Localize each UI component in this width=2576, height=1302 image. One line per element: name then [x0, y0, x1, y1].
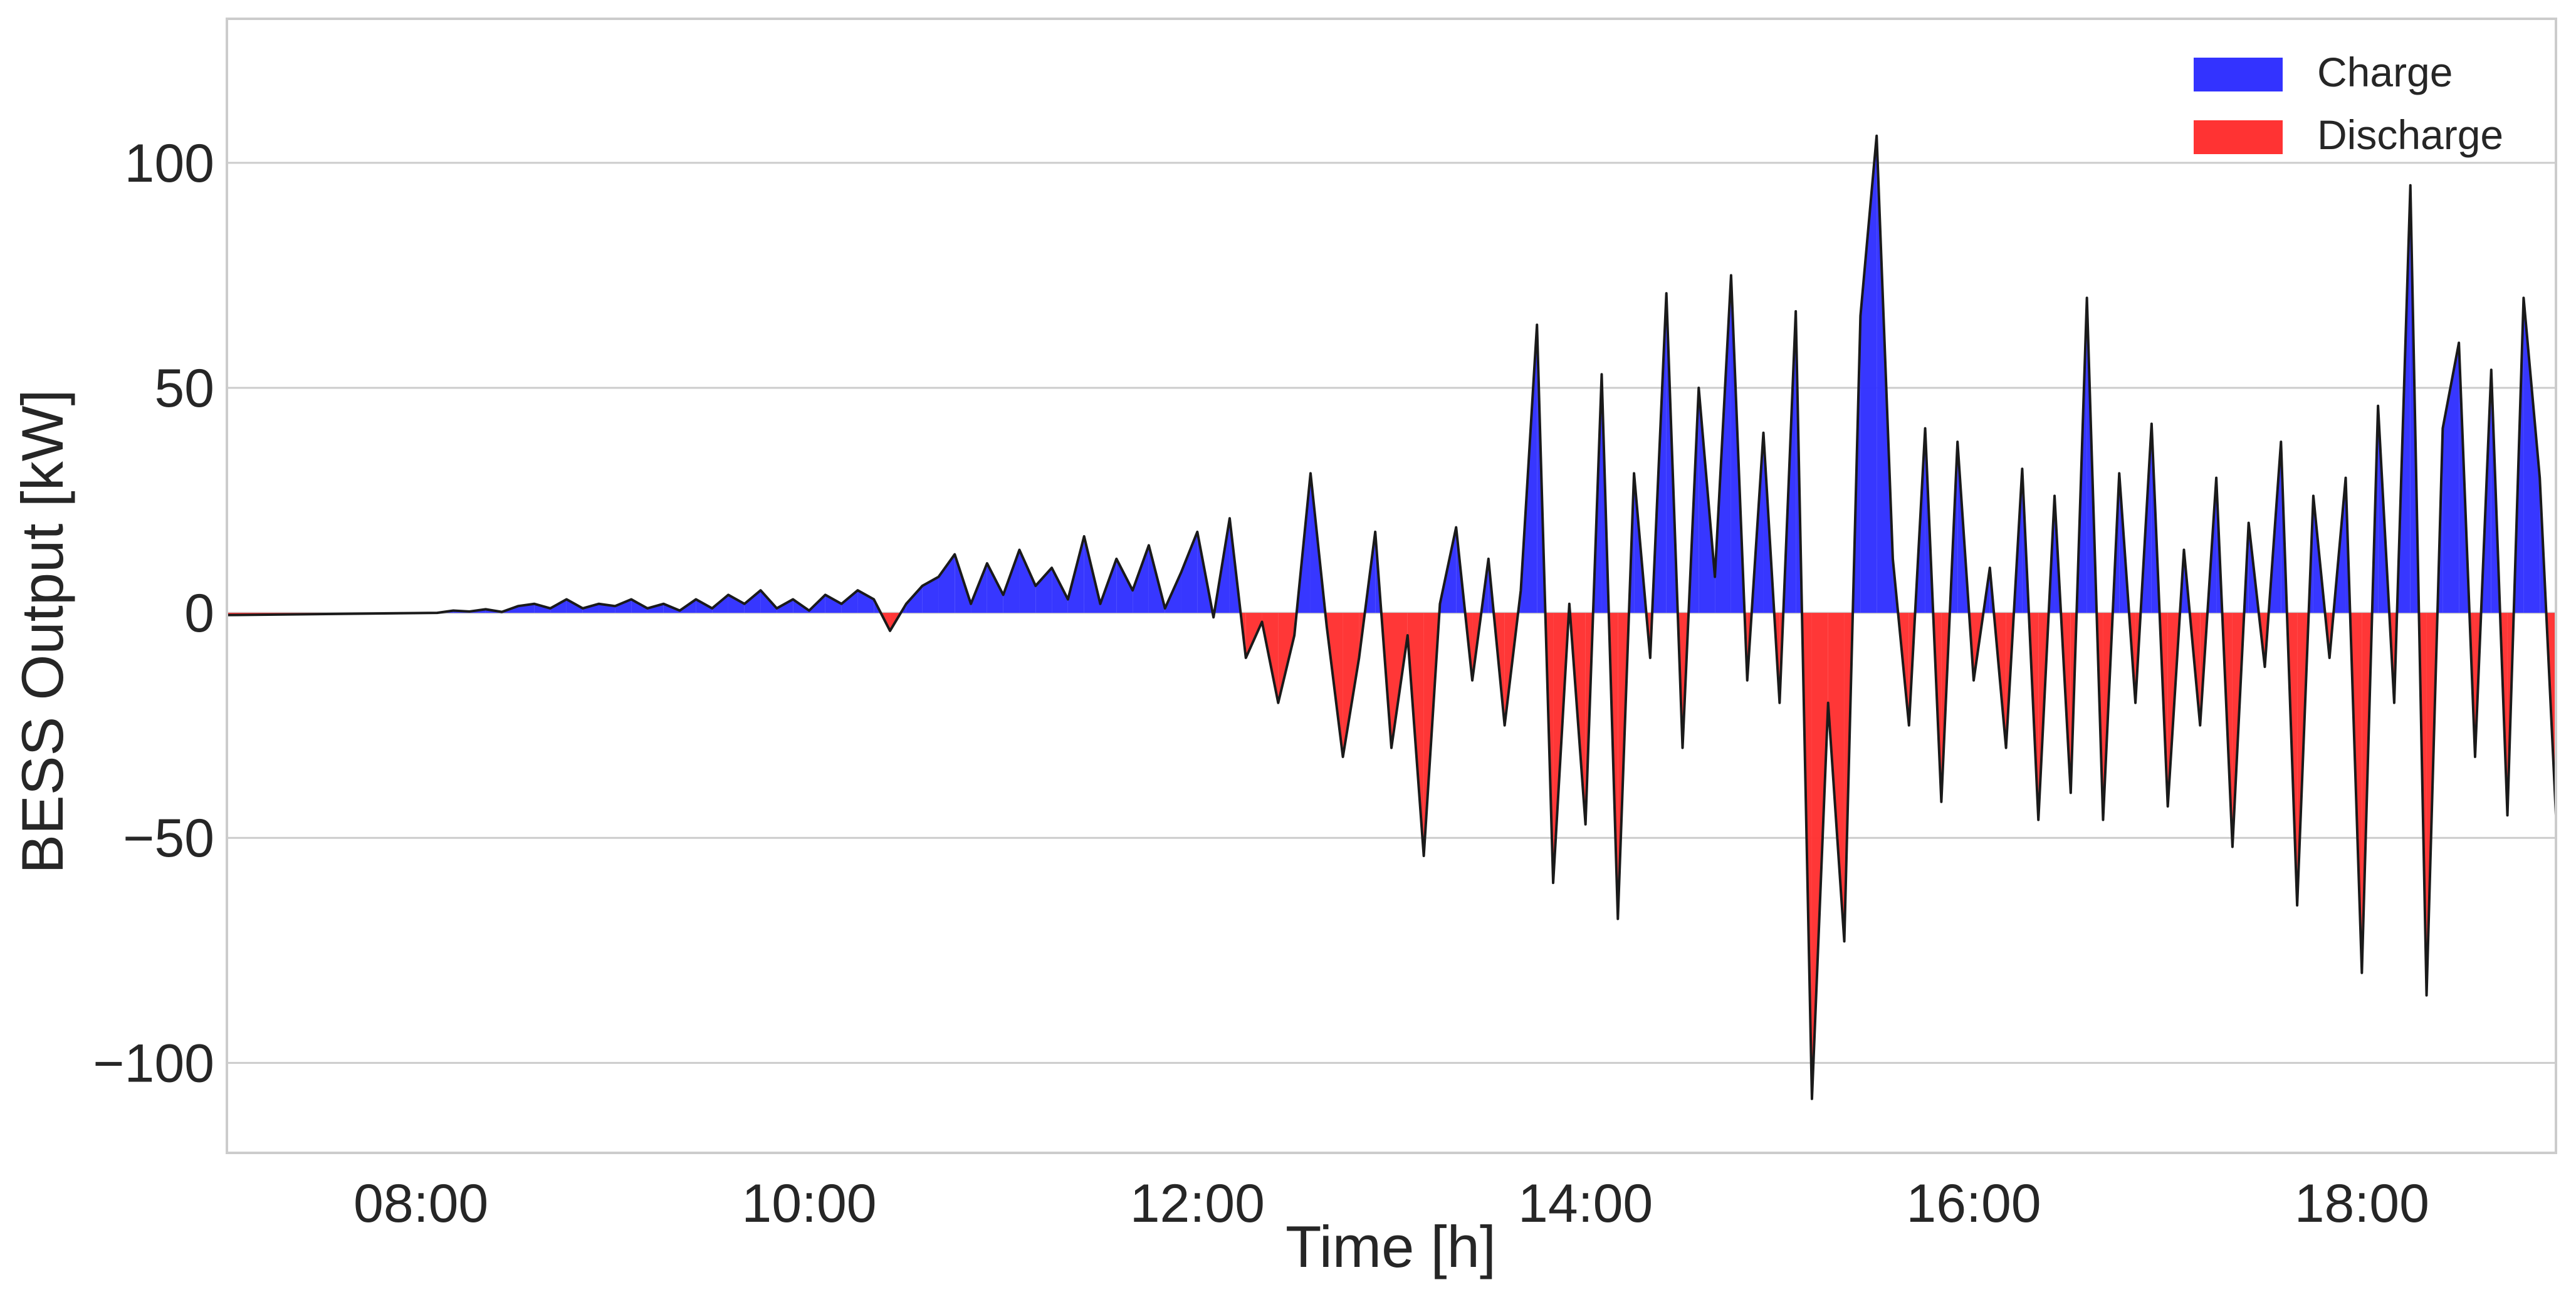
charge-area [1019, 549, 1036, 613]
x-tick-label: 14:00 [1518, 1174, 1653, 1234]
y-axis-ticks: −100 −50 0 50 100 [93, 133, 214, 1094]
charge-area [1860, 135, 1877, 613]
charge-area [938, 554, 955, 613]
x-tick-label: 12:00 [1130, 1174, 1265, 1234]
x-tick-label: 18:00 [2295, 1174, 2429, 1234]
y-tick-label: −100 [93, 1033, 214, 1093]
discharge-area [1343, 613, 1359, 757]
plot-frame [226, 18, 2557, 1154]
charge-area [857, 590, 874, 613]
legend: Charge Discharge [2194, 49, 2503, 158]
charge-area [2523, 298, 2540, 613]
charge-legend-swatch [2194, 58, 2283, 91]
charge-area [987, 563, 1003, 613]
discharge-area [1828, 613, 1845, 942]
charge-area [922, 576, 939, 613]
y-tick-label: 50 [154, 358, 214, 419]
charge-area [1035, 568, 1052, 613]
charge-area [1181, 531, 1198, 613]
charge-legend-label: Charge [2317, 49, 2453, 95]
charge-area [615, 599, 632, 613]
output-line-group [226, 134, 2557, 1100]
charge-area [744, 590, 761, 613]
y-tick-label: 100 [125, 133, 215, 194]
x-tick-label: 10:00 [741, 1174, 876, 1234]
x-tick-label: 16:00 [1906, 1174, 2041, 1234]
charge-area [841, 590, 858, 613]
charge-area [825, 595, 842, 613]
x-axis-ticks: 08:00 10:00 12:00 14:00 16:00 18:00 [353, 1174, 2429, 1234]
output-line [226, 134, 2557, 1100]
discharge-area [1278, 613, 1295, 703]
x-tick-label: 08:00 [353, 1174, 488, 1234]
y-axis-label: BESS Output [kW] [9, 389, 75, 873]
x-axis-label: Time [h] [1285, 1214, 1496, 1279]
charge-area [1003, 549, 1020, 613]
y-tick-label: 0 [184, 583, 214, 643]
charge-area [728, 595, 745, 613]
discharge-legend-swatch [2194, 120, 2283, 154]
charge-area [906, 586, 923, 613]
charge-area [1133, 545, 1149, 613]
charge-area [1052, 568, 1068, 613]
discharge-legend-label: Discharge [2317, 112, 2503, 158]
y-tick-label: −50 [123, 808, 214, 868]
charge-area [1116, 558, 1133, 613]
